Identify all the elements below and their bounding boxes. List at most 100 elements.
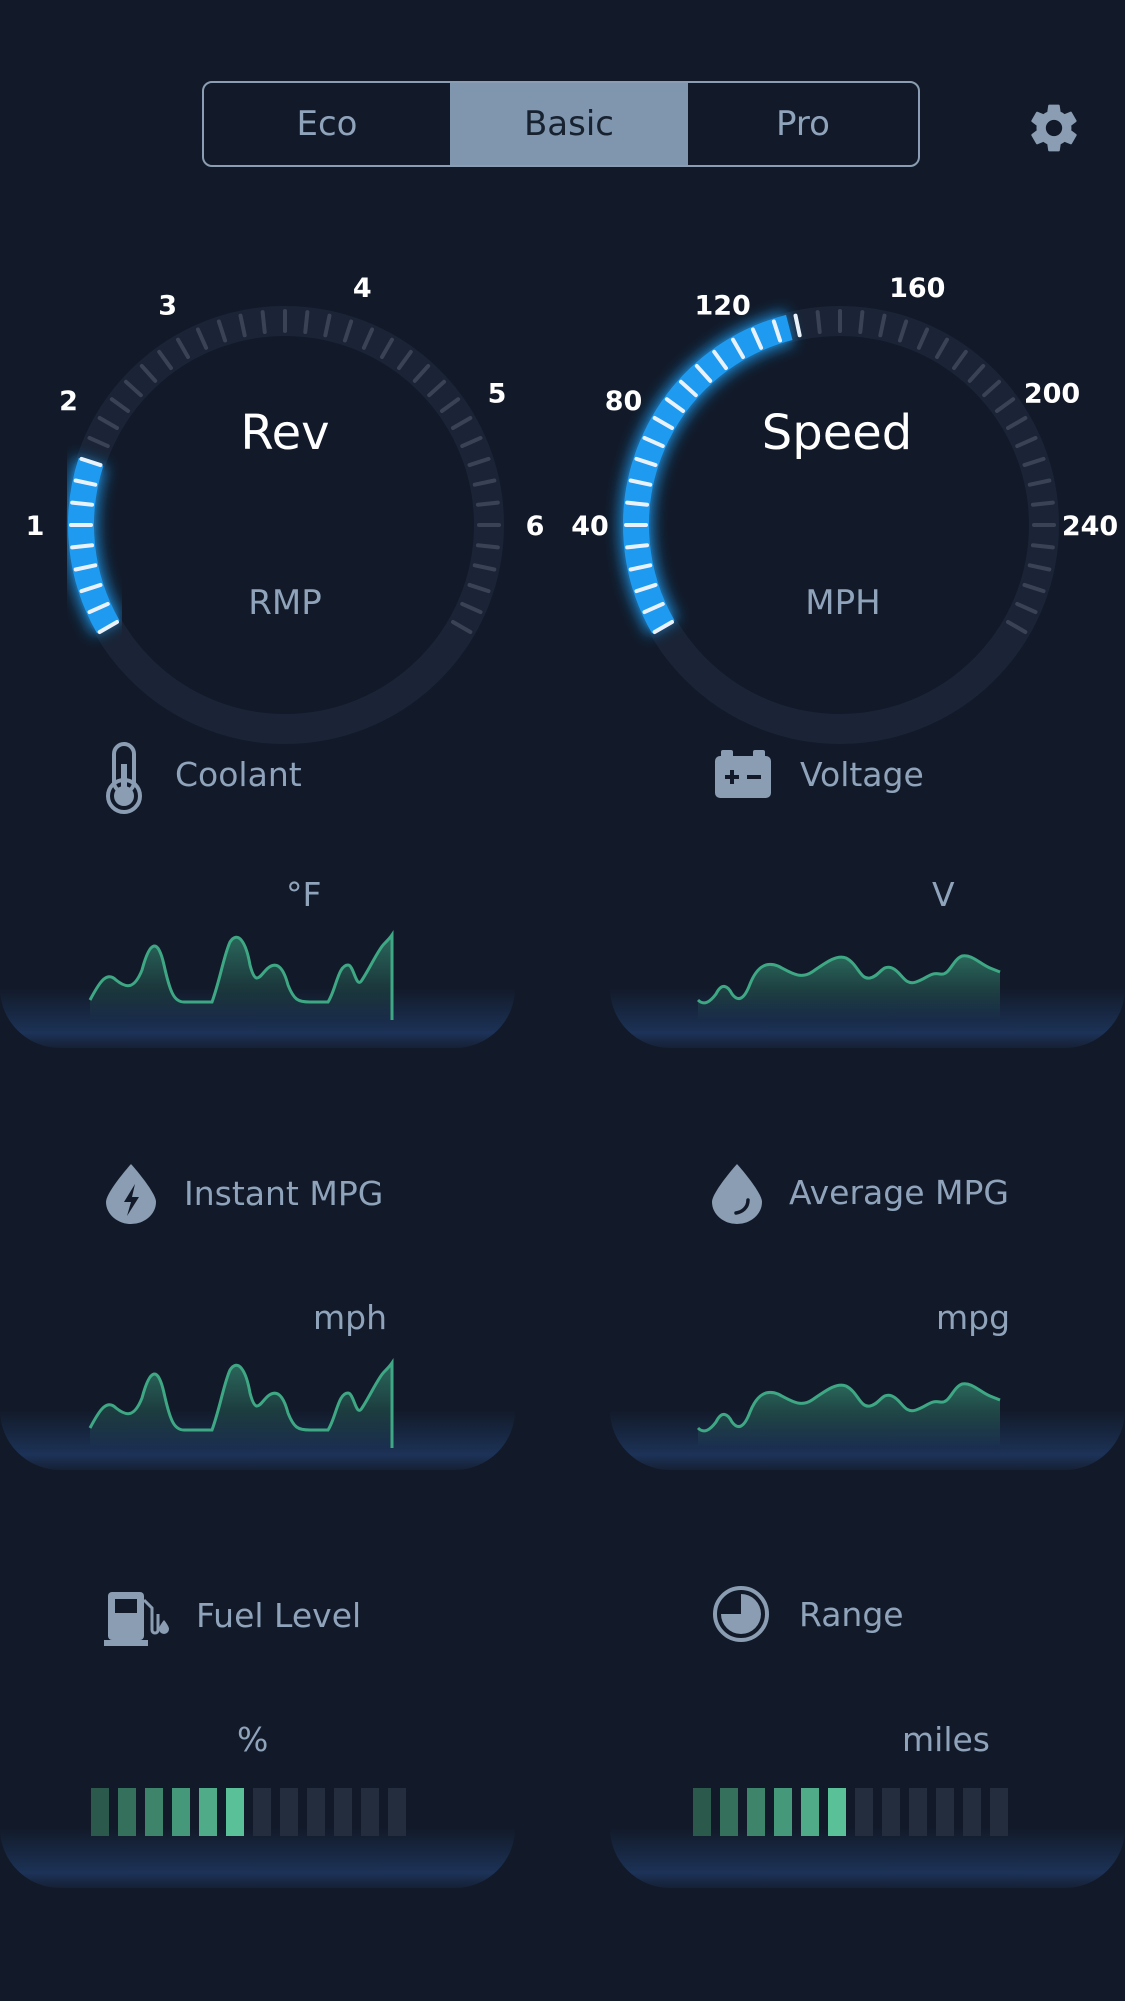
range-segment (963, 1788, 981, 1836)
fuel-level-segment (145, 1788, 163, 1836)
mode-basic-button[interactable]: Basic (450, 83, 688, 165)
rev-gauge-tick (439, 397, 461, 413)
voltage-chart (696, 954, 1001, 1020)
speed-gauge-tick (694, 363, 713, 383)
range-title: Range (799, 1595, 904, 1634)
fuel-level-card[interactable]: Fuel Level % (0, 1560, 560, 1900)
speed-gauge-tick-label: 120 (694, 290, 750, 321)
fuel-level-glow (0, 1828, 515, 1888)
mode-selector: Eco Basic Pro (202, 81, 920, 167)
speed-gauge-tick (678, 379, 698, 398)
range-segment (936, 1788, 954, 1836)
mode-pro-button[interactable]: Pro (776, 104, 830, 144)
speed-gauge-tick (916, 327, 930, 350)
average-mpg-chart (696, 1382, 1001, 1448)
rev-gauge-tick (238, 313, 247, 338)
rev-gauge-tick (97, 620, 119, 634)
fuel-level-segment (91, 1788, 109, 1836)
average-mpg-title: Average MPG (789, 1173, 1009, 1212)
speed-gauge-tick (750, 327, 764, 350)
rev-gauge-tick-label: 2 (59, 386, 78, 417)
speed-gauge-tick (634, 456, 658, 468)
mode-eco-button[interactable]: Eco (296, 104, 358, 144)
speed-gauge-tick (1027, 563, 1052, 572)
rev-gauge-tick (467, 456, 491, 468)
range-segment (990, 1788, 1008, 1836)
speed-gauge-tick (642, 601, 665, 615)
range-segment (774, 1788, 792, 1836)
speed-gauge-tick-label: 40 (571, 511, 609, 542)
rev-gauge-tick (97, 416, 119, 430)
range-segment (747, 1788, 765, 1836)
fuel-level-segment (172, 1788, 190, 1836)
rev-gauge-tick-label: 6 (526, 511, 545, 542)
speed-gauge-tick-label: 200 (1024, 379, 1080, 410)
rev-gauge-tick (260, 310, 267, 335)
pie-gauge-icon (713, 1586, 769, 1642)
range-segment (882, 1788, 900, 1836)
range-segment (801, 1788, 819, 1836)
rev-gauge-tick (176, 337, 190, 359)
rev-gauge-tick (460, 601, 483, 615)
fuel-level-segment (226, 1788, 244, 1836)
speed-gauge-tick (935, 337, 949, 359)
range-card[interactable]: Range miles (562, 1560, 1125, 1900)
speed-gauge-tick (952, 349, 968, 371)
thermometer-icon (106, 742, 142, 814)
rev-gauge-tick (472, 563, 497, 572)
drop-icon (712, 1164, 762, 1224)
speed-gauge-tick (994, 397, 1016, 413)
rev-gauge-tick (79, 456, 103, 468)
fuel-level-unit: % (237, 1720, 269, 1759)
rev-gauge-tick (157, 349, 173, 371)
speed-gauge-tick (897, 319, 909, 343)
speed-gauge-tick (967, 363, 986, 383)
speed-gauge-tick (793, 313, 802, 338)
battery-icon (715, 750, 771, 798)
fuel-level-segment (253, 1788, 271, 1836)
instant-mpg-card[interactable]: Instant MPG mph (0, 1140, 560, 1480)
gear-icon[interactable] (1026, 100, 1082, 156)
rev-gauge-tick (451, 620, 473, 634)
rev-gauge-title: Rev (240, 405, 330, 461)
fuel-level-segment (361, 1788, 379, 1836)
rev-gauge-tick (427, 379, 447, 398)
range-bars (693, 1788, 1008, 1836)
range-segment (693, 1788, 711, 1836)
average-mpg-card[interactable]: Average MPG mpg (562, 1140, 1125, 1480)
coolant-chart (88, 930, 394, 1020)
rev-gauge: 1 2 3 4 5 6 Rev RMP (0, 0, 562, 744)
speed-gauge-tick (982, 379, 1002, 398)
rev-gauge-tick (467, 582, 491, 594)
coolant-title: Coolant (175, 755, 302, 794)
speed-gauge-dial: 40 80 120 160 200 240 (571, 273, 1118, 744)
rev-gauge-tick (195, 327, 209, 350)
voltage-card[interactable]: Voltage V (562, 720, 1125, 1060)
speed-gauge-tick (652, 416, 674, 430)
rev-gauge-tick (303, 310, 310, 335)
rev-gauge-tick (73, 563, 98, 572)
speed-gauge-tick-label: 160 (889, 273, 945, 304)
rev-gauge-tick (123, 379, 143, 398)
range-segment (720, 1788, 738, 1836)
rev-gauge-tick (460, 435, 483, 449)
instant-mpg-title: Instant MPG (184, 1174, 384, 1213)
speed-gauge-tick (652, 620, 674, 634)
speed-gauge-tick (771, 319, 783, 343)
fuel-level-segment (199, 1788, 217, 1836)
range-unit: miles (902, 1720, 990, 1759)
rev-gauge-tick (79, 582, 103, 594)
rev-gauge-tick (397, 349, 413, 371)
speed-gauge-tick (858, 310, 865, 335)
speed-gauge-tick-label: 80 (605, 386, 643, 417)
rev-gauge-tick (342, 319, 354, 343)
rev-gauge-tick-label: 5 (488, 379, 507, 410)
fuel-level-segment (334, 1788, 352, 1836)
coolant-unit: °F (286, 875, 322, 914)
coolant-card[interactable]: Coolant °F (0, 720, 560, 1060)
fuel-level-bars (91, 1788, 406, 1836)
speed-gauge-tick (634, 582, 658, 594)
speed-gauge-tick (1027, 478, 1052, 487)
range-segment (855, 1788, 873, 1836)
fuel-level-segment (280, 1788, 298, 1836)
